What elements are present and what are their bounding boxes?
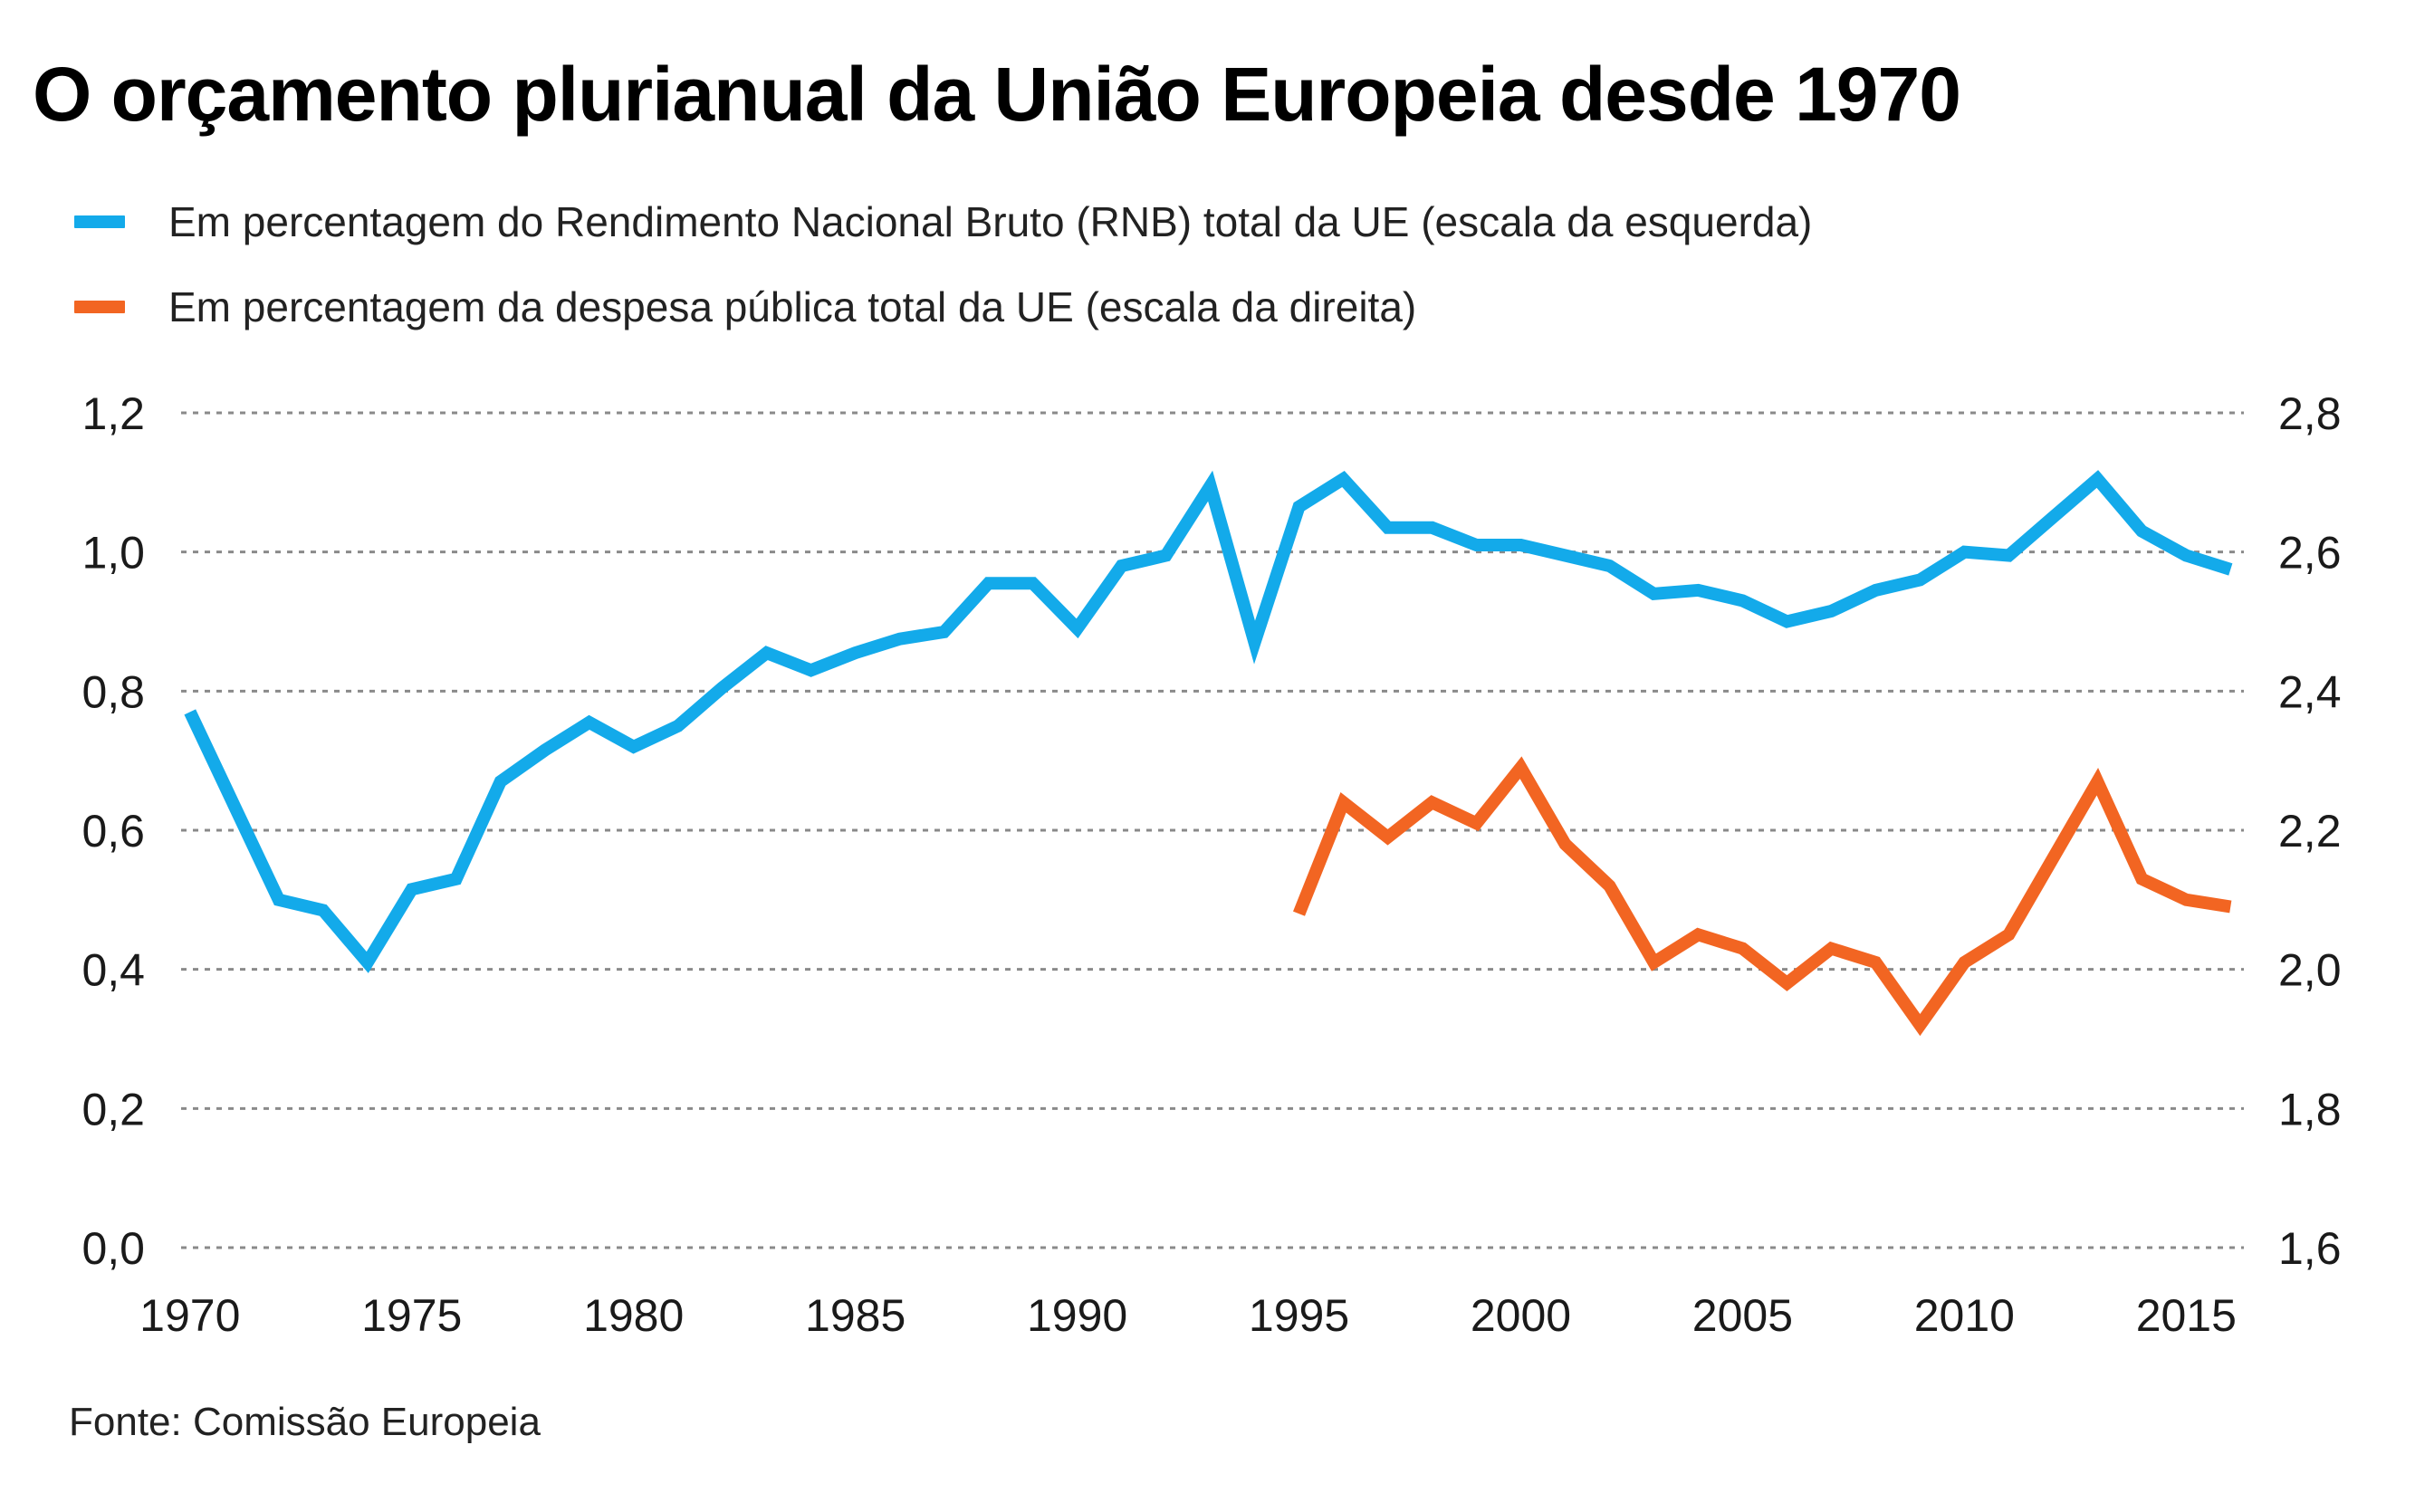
line-despesa — [1292, 756, 2232, 1037]
legend-label-despesa: Em percentagem da despesa pública total … — [168, 283, 1417, 330]
y-axis-right: 1,6 1,8 2,0 2,2 2,4 2,6 2,8 — [2278, 388, 2342, 1274]
y-tick-right: 2,6 — [2278, 528, 2342, 579]
legend-swatch-despesa — [74, 301, 125, 313]
source-note: Fonte: Comissão Europeia — [69, 1400, 541, 1444]
legend-item-despesa: Em percentagem da despesa pública total … — [74, 282, 1416, 331]
y-tick-left: 0,8 — [81, 666, 145, 717]
series-lines — [184, 470, 2233, 1037]
y-tick-right: 2,8 — [2278, 388, 2342, 439]
y-tick-right: 2,2 — [2278, 806, 2342, 856]
x-tick: 1990 — [1027, 1290, 1127, 1341]
x-tick: 1980 — [583, 1290, 684, 1341]
chart-title: O orçamento plurianual da União Europeia… — [33, 52, 1961, 137]
y-tick-left: 0,6 — [81, 806, 145, 856]
y-tick-left: 0,0 — [81, 1223, 145, 1274]
x-tick: 1985 — [805, 1290, 906, 1341]
legend-label-rnb: Em percentagem do Rendimento Nacional Br… — [168, 198, 1813, 245]
x-tick: 2015 — [2136, 1290, 2237, 1341]
series-despesa — [1292, 756, 2232, 1037]
y-tick-left: 0,4 — [81, 945, 145, 996]
y-tick-right: 2,0 — [2278, 945, 2342, 996]
y-tick-right: 1,8 — [2278, 1084, 2342, 1134]
legend-item-rnb: Em percentagem do Rendimento Nacional Br… — [74, 197, 1812, 246]
x-tick: 1995 — [1249, 1290, 1349, 1341]
y-tick-left: 0,2 — [81, 1084, 145, 1134]
x-tick: 1970 — [139, 1290, 240, 1341]
x-tick: 2010 — [1914, 1290, 2015, 1341]
y-tick-left: 1,2 — [81, 388, 145, 439]
x-tick: 1975 — [361, 1290, 462, 1341]
y-axis-left: 0,0 0,2 0,4 0,6 0,8 1,0 1,2 — [81, 388, 145, 1274]
y-tick-right: 1,6 — [2278, 1223, 2342, 1274]
line-rnb — [184, 470, 2233, 973]
x-tick: 2005 — [1692, 1290, 1793, 1341]
x-axis: 1970 1975 1980 1985 1990 1995 2000 2005 2010 2015 — [139, 1290, 2237, 1341]
y-tick-left: 1,0 — [81, 528, 145, 579]
x-tick: 2000 — [1471, 1290, 1571, 1341]
gridlines — [181, 411, 2244, 1249]
series-rnb — [184, 470, 2233, 973]
y-tick-right: 2,4 — [2278, 666, 2342, 717]
legend-swatch-rnb — [74, 215, 125, 228]
